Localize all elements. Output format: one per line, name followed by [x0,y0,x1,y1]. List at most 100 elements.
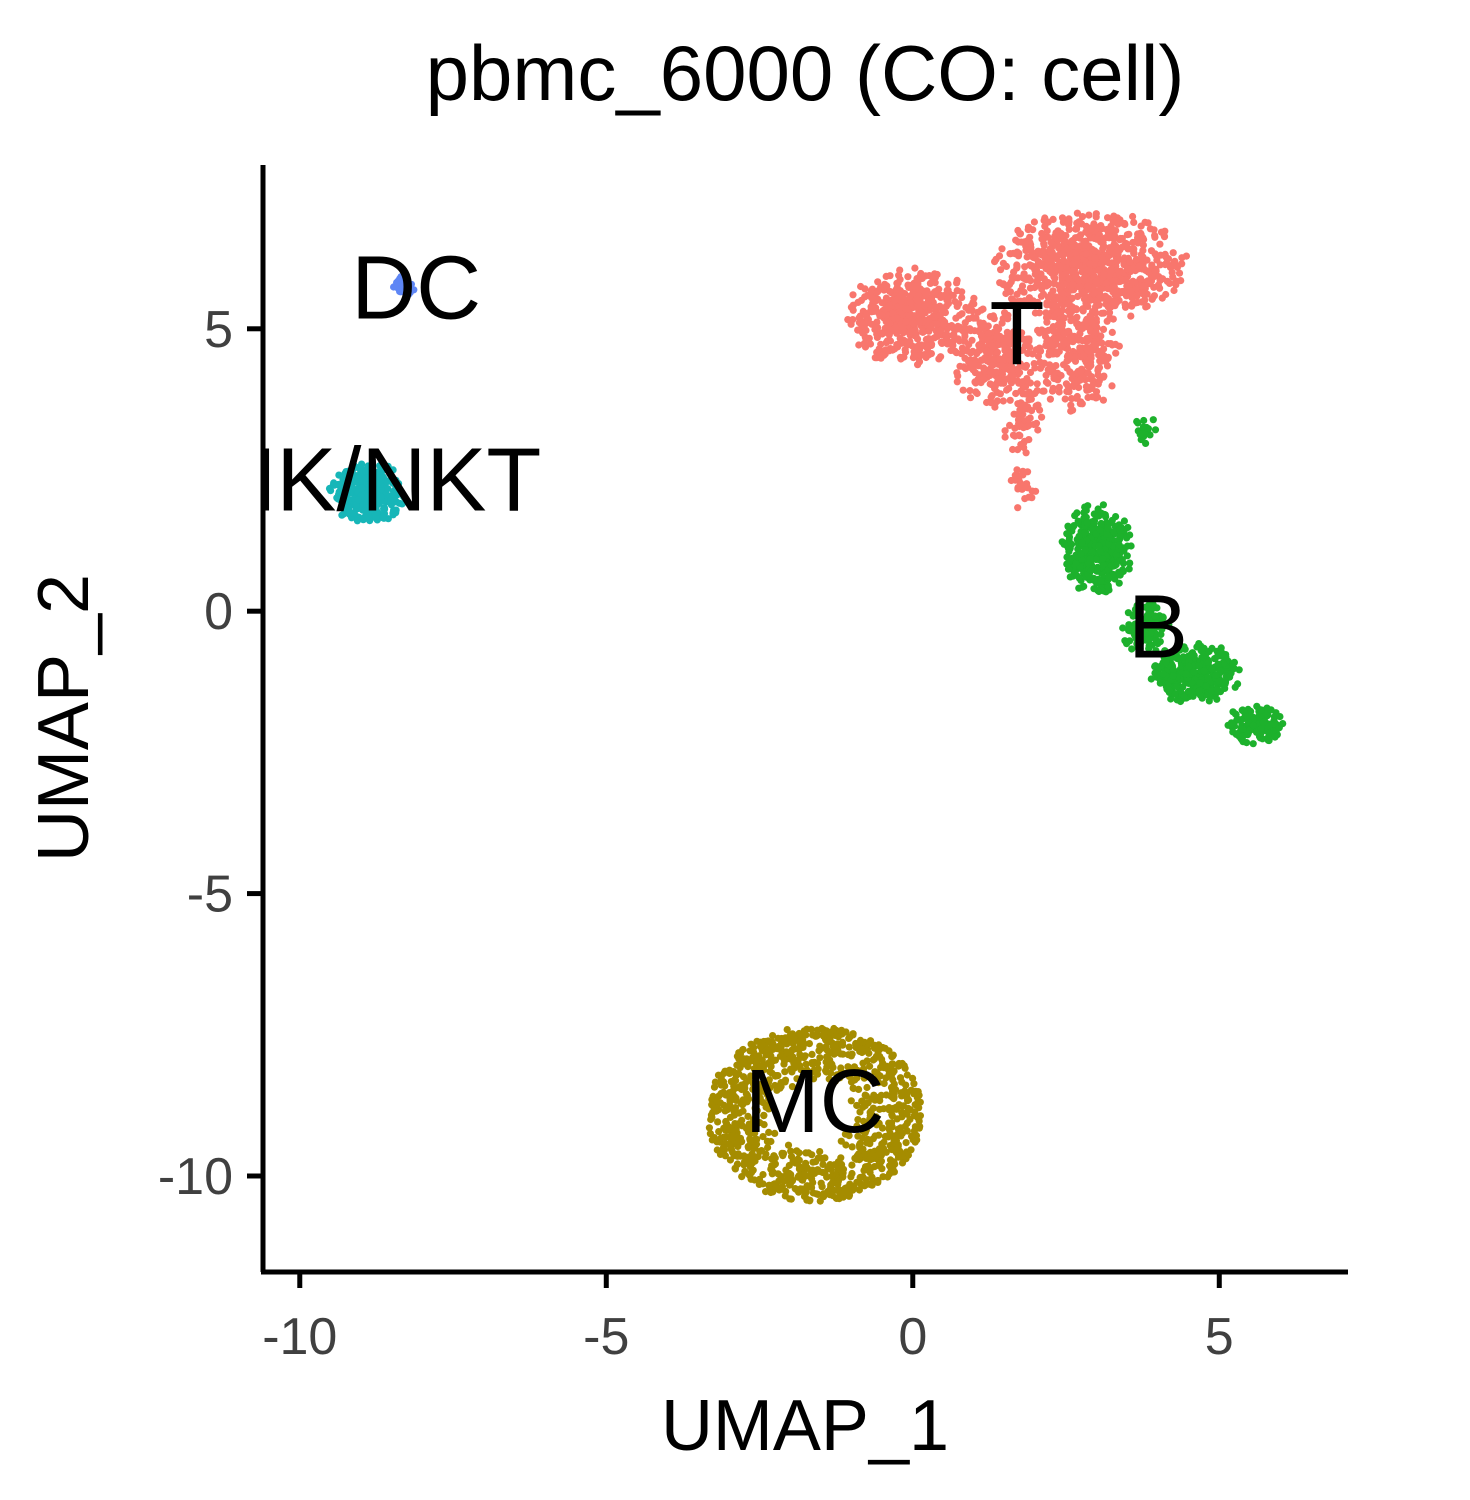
scatter-point [1091,307,1099,315]
scatter-point [888,1053,896,1061]
scatter-point [741,1167,749,1175]
scatter-point [1104,583,1112,591]
scatter-point [850,1184,859,1192]
scatter-point [861,285,869,293]
scatter-point [1004,338,1013,346]
x-axis-title: UMAP_1 [661,1386,949,1466]
scatter-point [883,282,891,290]
scatter-point [979,305,987,313]
scatter-point [812,1158,820,1166]
scatter-point [1121,300,1129,308]
scatter-point [1026,261,1034,269]
scatter-point [1042,371,1050,379]
scatter-point [1098,357,1106,365]
scatter-point [915,358,924,366]
scatter-point [805,1040,814,1048]
scatter-point [1169,273,1177,281]
scatter-point [921,309,929,317]
scatter-point [1058,319,1066,327]
scatter-point [767,1062,775,1070]
scatter-point [1080,352,1088,360]
scatter-point [384,462,392,470]
scatter-point [1142,629,1150,638]
scatter-point [726,1125,734,1133]
scatter-point [1087,354,1095,362]
scatter-point [874,278,882,286]
scatter-point [966,387,974,395]
scatter-point [1097,577,1105,586]
scatter-point [879,1173,887,1181]
scatter-point [395,487,403,495]
scatter-point [1099,501,1107,509]
scatter-point [1043,227,1051,235]
scatter-point [1084,302,1092,310]
scatter-point [849,291,857,299]
scatter-point [810,1058,819,1066]
scatter-point [1109,217,1117,226]
scatter-point [1091,289,1099,297]
scatter-point [1022,449,1030,457]
scatter-point [1006,421,1014,429]
scatter-point [711,1078,720,1086]
scatter-point [351,463,360,471]
scatter-point [936,326,945,334]
scatter-point [906,299,915,307]
scatter-point [996,335,1004,343]
scatter-point [823,1054,832,1062]
scatter-point [995,355,1003,363]
scatter-point [788,1068,796,1076]
scatter-point [781,1056,789,1064]
scatter-point [966,394,975,402]
scatter-point [1009,445,1017,454]
scatter-point [882,339,890,347]
scatter-point [856,1108,864,1116]
scatter-point [1134,239,1142,247]
scatter-point [722,1117,730,1126]
scatter-point [763,1137,772,1145]
scatter-point [377,474,385,482]
scatter-point [865,1040,873,1048]
scatter-point [1169,672,1177,680]
scatter-point [738,1116,746,1124]
scatter-point [890,1095,898,1103]
scatter-point [725,1140,733,1148]
scatter-point [863,1139,871,1147]
scatter-point [744,1142,752,1151]
scatter-point [362,467,370,475]
scatter-point [1159,613,1167,621]
scatter-point [1140,298,1148,306]
scatter-point [877,340,885,348]
scatter-point [875,1105,884,1113]
scatter-point [342,476,350,484]
scatter-point [390,283,398,291]
scatter-point [1160,232,1168,240]
scatter-point [1001,427,1009,435]
scatter-point [923,345,932,353]
scatter-point [1006,288,1015,296]
scatter-point [1033,300,1041,308]
scatter-point [732,1096,740,1104]
scatter-point [1076,283,1084,291]
scatter-point [1085,334,1093,342]
scatter-point [897,339,906,347]
scatter-point [935,355,943,363]
scatter-point [896,266,904,274]
scatter-point [1104,540,1113,548]
scatter-point [1013,466,1021,474]
scatter-point [1243,713,1252,721]
scatter-point [894,303,902,311]
scatter-point [787,1174,795,1183]
scatter-point [813,1026,822,1034]
scatter-point [1036,358,1044,366]
scatter-point [853,1101,861,1110]
scatter-point [1096,526,1104,534]
scatter-point [744,1128,753,1136]
scatter-point [1086,260,1094,268]
scatter-point [999,280,1007,289]
chart-title: pbmc_6000 (CO: cell) [426,29,1185,117]
scatter-point [866,1156,874,1164]
scatter-point [1006,396,1014,404]
scatter-point [1212,671,1220,679]
scatter-point [785,1181,794,1189]
scatter-point [1067,317,1075,325]
